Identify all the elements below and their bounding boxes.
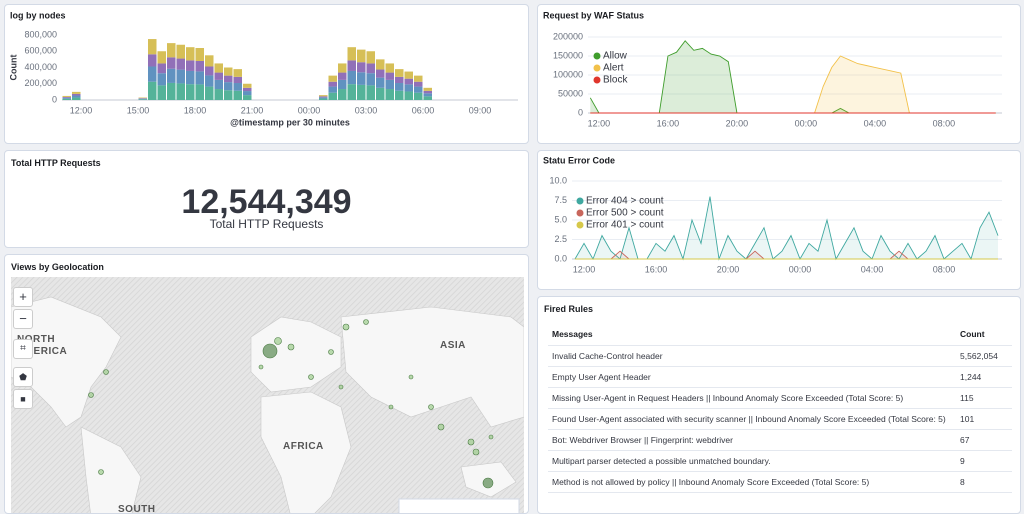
count-cell: 67 xyxy=(956,430,1012,451)
panel-title: Total HTTP Requests xyxy=(11,158,101,168)
count-cell: 1,244 xyxy=(956,367,1012,388)
panel-total: Total HTTP Requests 12,544,349 Total HTT… xyxy=(4,150,529,248)
map[interactable] xyxy=(11,277,524,514)
polygon-tool[interactable]: ⬟ xyxy=(13,367,33,387)
panel-waf xyxy=(537,4,1021,144)
table-row: Bot: Webdriver Browser || Fingerprint: w… xyxy=(548,430,1012,451)
crop-tool[interactable]: ⌗ xyxy=(13,339,33,359)
table-row: Missing User-Agent in Request Headers ||… xyxy=(548,388,1012,409)
count-cell: 101 xyxy=(956,409,1012,430)
map-label: SOUTH xyxy=(118,504,156,514)
message-cell: Found User-Agent associated with securit… xyxy=(548,409,956,430)
map-label: ASIA xyxy=(440,340,466,351)
map-label: AFRICA xyxy=(283,441,324,452)
count-cell: 115 xyxy=(956,388,1012,409)
panel-errors xyxy=(537,150,1021,290)
count-cell: 5,562,054 xyxy=(956,346,1012,367)
count-cell: 8 xyxy=(956,472,1012,493)
map-legend xyxy=(399,499,519,514)
message-cell: Bot: Webdriver Browser || Fingerprint: w… xyxy=(548,430,956,451)
panel-title: Views by Geolocation xyxy=(11,262,104,272)
zoom-out[interactable]: − xyxy=(13,309,33,329)
panel-log-nodes xyxy=(4,4,529,144)
panel-title: Fired Rules xyxy=(544,304,593,314)
column-header[interactable]: Count xyxy=(956,323,1012,346)
panel-rules: Fired Rules Messages Count Invalid Cache… xyxy=(537,296,1021,514)
message-cell: Empty User Agent Header xyxy=(548,367,956,388)
table-row: Found User-Agent associated with securit… xyxy=(548,409,1012,430)
message-cell: Missing User-Agent in Request Headers ||… xyxy=(548,388,956,409)
box-tool[interactable]: ■ xyxy=(13,389,33,409)
zoom-in[interactable]: + xyxy=(13,287,33,307)
message-cell: Invalid Cache-Control header xyxy=(548,346,956,367)
metric-label: Total HTTP Requests xyxy=(5,217,528,231)
count-cell: 9 xyxy=(956,451,1012,472)
table-row: Multipart parser detected a possible unm… xyxy=(548,451,1012,472)
message-cell: Method is not allowed by policy || Inbou… xyxy=(548,472,956,493)
panel-map: Views by Geolocation NORTH AMERICA ASIA … xyxy=(4,254,529,514)
table-row: Method is not allowed by policy || Inbou… xyxy=(548,472,1012,493)
column-header[interactable]: Messages xyxy=(548,323,956,346)
message-cell: Multipart parser detected a possible unm… xyxy=(548,451,956,472)
rules-table: Messages Count Invalid Cache-Control hea… xyxy=(548,323,1012,493)
